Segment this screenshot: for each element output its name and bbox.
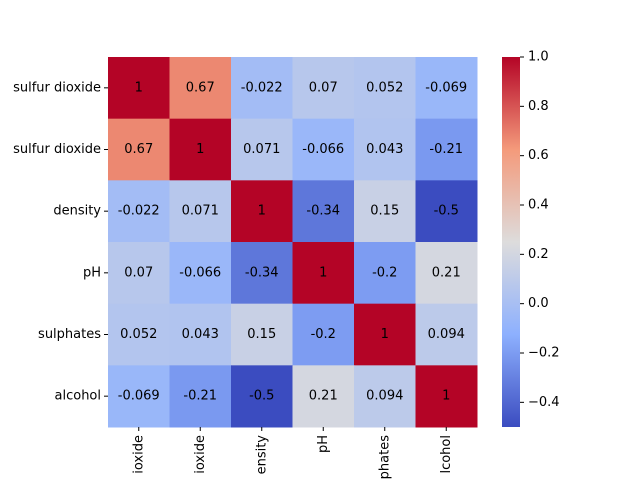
heatmap-cell — [415, 57, 478, 120]
heatmap-cell — [231, 57, 293, 120]
y-tick-label: pH — [83, 265, 101, 280]
x-tick-label: ioxide — [193, 435, 208, 474]
heatmap-cell — [292, 118, 355, 181]
cell-label: -0.066 — [302, 142, 344, 157]
cell-label: 0.21 — [432, 265, 461, 280]
y-tick-label: sulfur dioxide — [13, 80, 101, 95]
heatmap-cell — [354, 365, 416, 428]
cell-label: 0.094 — [428, 327, 465, 342]
y-tick-label: density — [53, 204, 101, 219]
cell-label: 1 — [442, 389, 450, 404]
cell-label: -0.2 — [311, 327, 336, 342]
heatmap-cell — [415, 118, 478, 181]
heatmap-cell — [169, 242, 232, 305]
colorbar-tick-label: 0.2 — [528, 247, 549, 262]
cell-label: -0.066 — [179, 265, 221, 280]
heatmap-cell — [292, 303, 355, 366]
cell-label: 0.67 — [186, 80, 215, 95]
heatmap-cell — [108, 118, 170, 181]
heatmap-cell — [292, 57, 355, 120]
cell-label: 0.071 — [243, 142, 280, 157]
cell-label: 1 — [196, 142, 204, 157]
heatmap-cell — [169, 180, 232, 243]
heatmap-cell — [292, 180, 355, 243]
cell-label: 0.67 — [124, 142, 153, 157]
cell-label: -0.022 — [241, 80, 283, 95]
heatmap-cell — [415, 242, 478, 305]
x-tick-label: ioxide — [131, 435, 146, 474]
colorbar-tick-label: 0.8 — [528, 99, 549, 114]
x-tick-label: pH — [316, 435, 331, 453]
colorbar-tick-label: 1.0 — [528, 50, 549, 65]
cell-label: -0.21 — [429, 142, 463, 157]
heatmap-cell — [108, 303, 170, 366]
heatmap-cell — [354, 242, 416, 305]
cell-label: 0.21 — [309, 389, 338, 404]
cell-label: 1 — [381, 327, 389, 342]
cell-label: -0.022 — [118, 204, 160, 219]
cell-label: 0.052 — [366, 80, 403, 95]
y-tick-label: sulfur dioxide — [13, 142, 101, 157]
heatmap-cell — [354, 118, 416, 181]
cell-label: 0.043 — [366, 142, 403, 157]
heatmap-cell — [292, 365, 355, 428]
cell-label: -0.21 — [183, 389, 217, 404]
cell-label: 1 — [258, 204, 266, 219]
cell-label: 0.15 — [247, 327, 276, 342]
cell-label: -0.2 — [372, 265, 397, 280]
cell-label: -0.069 — [118, 389, 160, 404]
cell-label: -0.34 — [245, 265, 279, 280]
cell-label: 0.07 — [124, 265, 153, 280]
colorbar-tick-label: 0.6 — [528, 148, 549, 163]
cell-label: 0.094 — [366, 389, 403, 404]
heatmap-cell — [231, 365, 293, 428]
cell-label: 0.043 — [182, 327, 219, 342]
cell-label: 0.052 — [120, 327, 157, 342]
y-tick-label: sulphates — [38, 327, 101, 342]
cell-label: -0.5 — [249, 389, 274, 404]
heatmap-cell — [415, 303, 478, 366]
heatmap-cell — [231, 303, 293, 366]
heatmap-cell — [415, 180, 478, 243]
colorbar-tick-label: −0.4 — [528, 395, 560, 410]
cell-label: 1 — [319, 265, 327, 280]
heatmap-cell — [354, 303, 416, 366]
colorbar-tick-label: −0.2 — [528, 346, 560, 361]
heatmap-cell — [231, 118, 293, 181]
heatmap-cell — [415, 365, 478, 428]
heatmap-cell — [231, 242, 293, 305]
x-tick-label: ensity — [254, 435, 269, 475]
heatmap-cell — [169, 57, 232, 120]
cell-label: 0.07 — [309, 80, 338, 95]
heatmap-cell — [108, 365, 170, 428]
heatmap-cell — [169, 303, 232, 366]
cell-label: 1 — [135, 80, 143, 95]
heatmap-cell — [292, 242, 355, 305]
heatmap-cell — [354, 180, 416, 243]
cell-label: -0.5 — [434, 204, 459, 219]
cell-label: -0.069 — [425, 80, 467, 95]
heatmap-cell — [108, 180, 170, 243]
y-tick-label: alcohol — [55, 389, 101, 404]
colorbar — [502, 57, 520, 427]
cell-label: -0.34 — [306, 204, 340, 219]
colorbar-tick-label: 0.0 — [528, 296, 549, 311]
x-tick-label: lcohol — [439, 435, 454, 474]
heatmap-cell — [169, 118, 232, 181]
heatmap-cell — [108, 242, 170, 305]
cell-label: 0.15 — [370, 204, 399, 219]
heatmap-cell — [108, 57, 170, 120]
heatmap-cell — [354, 57, 416, 120]
heatmap-cell — [231, 180, 293, 243]
heatmap-cell — [169, 365, 232, 428]
x-tick-label: phates — [377, 435, 392, 480]
colorbar-tick-label: 0.4 — [528, 198, 549, 213]
cell-label: 0.071 — [182, 204, 219, 219]
